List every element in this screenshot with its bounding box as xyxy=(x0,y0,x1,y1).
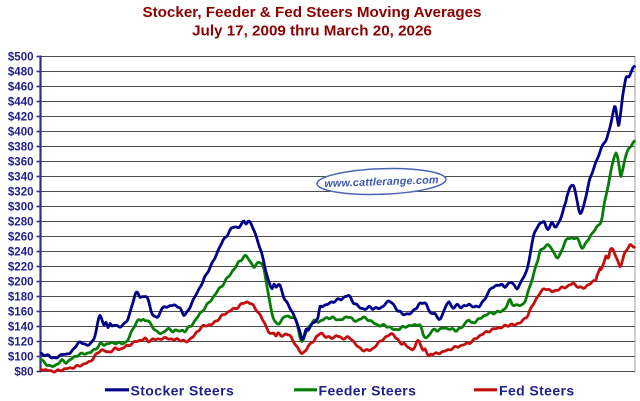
svg-text:$400: $400 xyxy=(8,127,34,139)
svg-text:$440: $440 xyxy=(8,97,34,109)
svg-text:$320: $320 xyxy=(8,187,34,199)
svg-text:$300: $300 xyxy=(8,202,34,214)
svg-text:$240: $240 xyxy=(8,247,34,259)
svg-text:$420: $420 xyxy=(8,112,34,124)
svg-text:$380: $380 xyxy=(8,142,34,154)
svg-text:Stocker Steers: Stocker Steers xyxy=(131,383,235,399)
svg-text:www.cattlerange.com: www.cattlerange.com xyxy=(324,174,439,190)
svg-text:Fed Steers: Fed Steers xyxy=(499,383,575,399)
svg-text:$120: $120 xyxy=(8,337,34,349)
svg-text:Stocker, Feeder & Fed Steers M: Stocker, Feeder & Fed Steers Moving Aver… xyxy=(142,4,481,21)
svg-text:$80: $80 xyxy=(14,367,33,379)
svg-text:$180: $180 xyxy=(8,292,34,304)
svg-text:$140: $140 xyxy=(8,322,34,334)
svg-text:July 17, 2009 thru March 20, 2: July 17, 2009 thru March 20, 2026 xyxy=(192,23,432,40)
svg-text:$160: $160 xyxy=(8,307,34,319)
svg-text:$340: $340 xyxy=(8,172,34,184)
svg-text:$480: $480 xyxy=(8,67,34,79)
svg-text:Feeder Steers: Feeder Steers xyxy=(319,383,417,399)
svg-text:$460: $460 xyxy=(8,82,34,94)
svg-text:$360: $360 xyxy=(8,157,34,169)
svg-text:$200: $200 xyxy=(8,277,34,289)
svg-text:$260: $260 xyxy=(8,232,34,244)
svg-text:$220: $220 xyxy=(8,262,34,274)
svg-text:$280: $280 xyxy=(8,217,34,229)
svg-text:$100: $100 xyxy=(8,352,34,364)
svg-text:$500: $500 xyxy=(8,52,34,64)
